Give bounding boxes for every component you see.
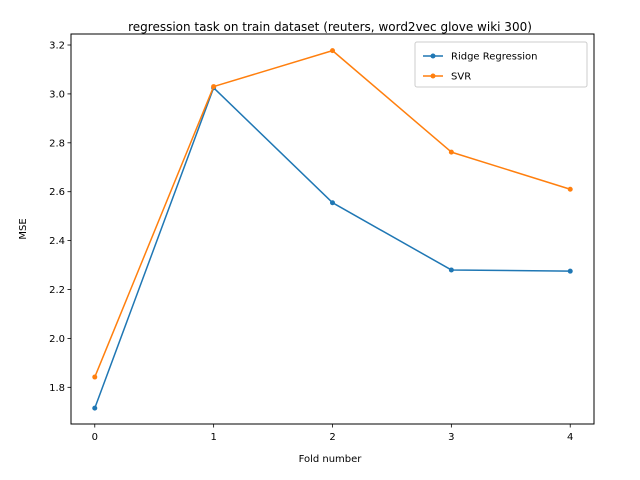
- legend-marker-ridge-regression: [430, 53, 436, 59]
- y-tick-label: 3.0: [49, 89, 65, 100]
- data-point-ridge-regression: [448, 267, 454, 273]
- x-tick-label: 4: [567, 432, 573, 443]
- y-tick-label: 1.8: [49, 383, 65, 394]
- series-layer: [92, 48, 573, 411]
- data-point-svr: [330, 48, 335, 54]
- x-tick-label: 3: [448, 432, 454, 443]
- y-tick-label: 2.2: [49, 285, 65, 296]
- y-tick-label: 3.2: [49, 41, 65, 52]
- data-point-ridge-regression: [567, 268, 573, 274]
- x-axis-label: Fold number: [299, 454, 363, 465]
- data-point-svr: [567, 186, 573, 192]
- data-point-svr: [211, 84, 217, 90]
- x-tick-label: 2: [329, 432, 335, 443]
- data-point-ridge-regression: [92, 405, 98, 411]
- y-tick-label: 2.8: [49, 138, 65, 149]
- legend-label-svr: SVR: [451, 72, 471, 83]
- series-line-ridge-regression: [94, 87, 571, 409]
- plot-area: 0 1 2 3 4 1.8 2.0 2.2 2.4 2.6 2.8 3.0 3.2: [49, 33, 595, 443]
- chart-title: regression task on train dataset (reuter…: [128, 20, 532, 34]
- y-axis-ticks: 1.8 2.0 2.2 2.4 2.6 2.8 3.0 3.2: [49, 41, 71, 394]
- legend-label-ridge-regression: Ridge Regression: [451, 52, 537, 63]
- data-point-svr: [448, 149, 454, 155]
- data-point-svr: [92, 374, 98, 380]
- y-axis-label: MSE: [18, 218, 29, 239]
- y-tick-label: 2.4: [49, 236, 65, 247]
- x-tick-label: 0: [92, 432, 98, 443]
- plot-frame: [70, 33, 595, 425]
- y-tick-label: 2.0: [49, 334, 65, 345]
- legend: Ridge Regression SVR: [414, 41, 588, 88]
- legend-marker-svr: [430, 73, 436, 79]
- data-point-ridge-regression: [330, 200, 335, 206]
- y-tick-label: 2.6: [49, 187, 65, 198]
- legend-box: [414, 41, 588, 88]
- x-axis-ticks: 0 1 2 3 4: [92, 424, 573, 443]
- x-tick-label: 1: [210, 432, 216, 443]
